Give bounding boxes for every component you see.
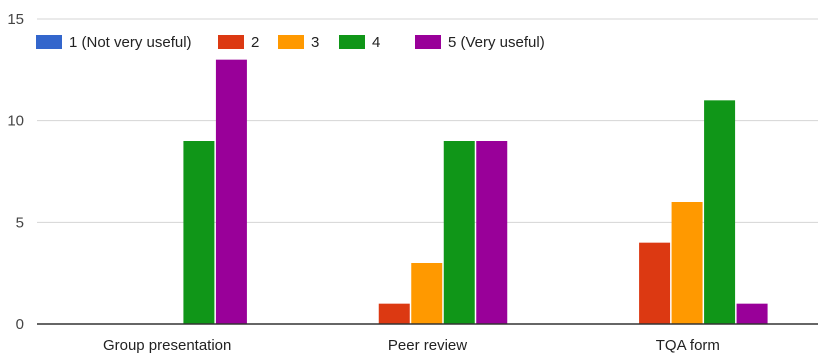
bar [704, 100, 736, 324]
legend-label: 5 (Very useful) [448, 34, 545, 51]
legend: 1 (Not very useful) 2 3 4 5 (Very useful) [36, 34, 545, 51]
category-labels: Group presentation Peer review TQA form [103, 337, 720, 354]
legend-swatch [36, 35, 62, 49]
legend-label: 3 [311, 34, 319, 51]
category-label: Peer review [388, 337, 467, 354]
y-tick-label: 5 [16, 214, 24, 231]
legend-item: 4 [339, 34, 380, 51]
legend-swatch [278, 35, 304, 49]
bar [736, 303, 768, 324]
legend-swatch [339, 35, 365, 49]
y-axis-ticks: 0 5 10 15 [7, 11, 24, 333]
bars [183, 59, 768, 325]
bar [476, 141, 508, 324]
bar [378, 303, 410, 324]
category-label: TQA form [656, 337, 720, 354]
bar [639, 242, 671, 324]
legend-swatch [218, 35, 244, 49]
legend-item: 5 (Very useful) [415, 34, 545, 51]
y-tick-label: 10 [7, 113, 24, 130]
y-tick-label: 15 [7, 11, 24, 28]
bar [443, 141, 475, 324]
bar [671, 202, 703, 324]
category-label: Group presentation [103, 337, 231, 354]
legend-item: 1 (Not very useful) [36, 34, 192, 51]
legend-label: 1 (Not very useful) [69, 34, 192, 51]
bar [183, 141, 215, 324]
legend-label: 4 [372, 34, 380, 51]
legend-item: 2 [218, 34, 259, 51]
legend-label: 2 [251, 34, 259, 51]
bar [411, 263, 443, 324]
y-tick-label: 0 [16, 316, 24, 333]
legend-item: 3 [278, 34, 319, 51]
bar [215, 59, 247, 325]
legend-swatch [415, 35, 441, 49]
